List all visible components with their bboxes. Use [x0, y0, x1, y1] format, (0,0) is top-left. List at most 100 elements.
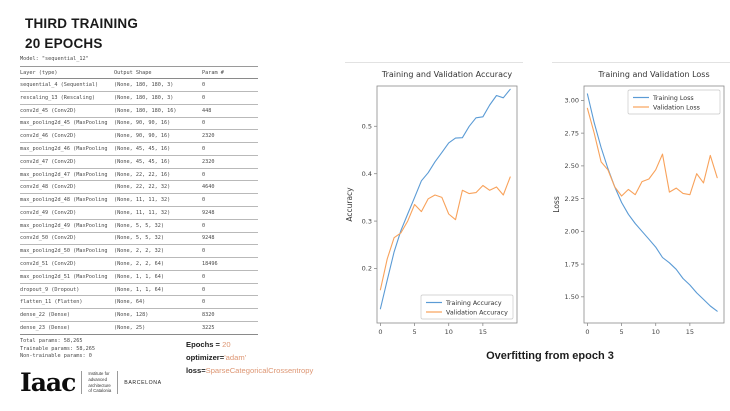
x-tick-label: 15 [686, 328, 694, 336]
table-cell: (None, 1, 1, 64) [114, 273, 164, 280]
table-cell: 9248 [202, 235, 215, 242]
table-cell: (None, 22, 22, 16) [114, 171, 171, 178]
epochs-line: Epochs = 20 [186, 338, 313, 351]
table-row: dropout_9 (Dropout) (None, 1, 1, 64) 0 [20, 284, 258, 297]
institute-line: Institute for [88, 371, 110, 377]
legend-label: Training Loss [652, 95, 694, 102]
table-row: conv2d_47 (Conv2D) (None, 45, 45, 16) 2320 [20, 156, 258, 169]
table-cell: (None, 180, 180, 3) [114, 94, 174, 101]
table-cell: (None, 180, 180, 3) [114, 82, 174, 89]
loss-chart: Training and Validation Loss Loss 0 5 10 15 1.… [552, 62, 730, 341]
x-tick-label: 10 [652, 328, 660, 336]
table-cell: 0 [202, 299, 206, 306]
table-cell: max_pooling2d_50 (MaxPooling [20, 248, 108, 255]
table-row: max_pooling2d_45 (MaxPooling (None, 90, 9… [20, 118, 258, 131]
logo-institute-text: Institute for advanced architecture of C… [88, 371, 111, 393]
x-tick-label: 5 [619, 328, 623, 336]
chart-canvas: Training and Validation Accuracy Accuracy… [345, 70, 518, 336]
series-line [379, 88, 511, 310]
table-cell: (None, 45, 45, 16) [114, 158, 171, 165]
logo-divider [81, 371, 83, 394]
legend-label: Validation Loss [653, 104, 700, 111]
x-tick-label: 0 [378, 328, 382, 336]
model-summary-header: Layer (type) Output Shape Param # [20, 66, 258, 80]
table-cell: max_pooling2d_46 (MaxPooling [20, 145, 108, 152]
loss-label: loss= [186, 366, 206, 376]
optimizer-value: 'adam' [224, 353, 247, 363]
table-cell: (None, 5, 5, 32) [114, 235, 164, 242]
institute-line: advanced [88, 376, 107, 382]
table-cell: max_pooling2d_48 (MaxPooling [20, 197, 108, 204]
table-cell: 2320 [202, 133, 215, 140]
table-row: max_pooling2d_49 (MaxPooling (None, 5, 5,… [20, 220, 258, 233]
y-tick-label: 0.5 [362, 122, 372, 130]
table-cell: max_pooling2d_47 (MaxPooling [20, 171, 108, 178]
table-cell: (None, 64) [114, 299, 146, 306]
table-cell: 4640 [202, 184, 215, 191]
y-tick-label: 2.00 [565, 228, 579, 236]
x-tick-label: 15 [479, 328, 487, 336]
legend-box [627, 89, 721, 115]
table-cell: dropout_9 (Dropout) [20, 286, 80, 293]
table-row: flatten_11 (Flatten) (None, 64) 0 [20, 296, 258, 310]
y-tick-label: 2.75 [565, 129, 579, 137]
table-row: conv2d_46 (Conv2D) (None, 90, 90, 16) 2320 [20, 130, 258, 144]
chart-title: Training and Validation Loss [597, 70, 709, 79]
table-cell: sequential_4 (Sequential) [20, 82, 99, 89]
table-row: max_pooling2d_50 (MaxPooling (None, 2, 2,… [20, 245, 258, 259]
title-line-2: 20 EPOCHS [25, 35, 103, 51]
table-cell: conv2d_50 (Conv2D) [20, 235, 77, 242]
table-row: rescaling_13 (Rescaling) (None, 180, 180,… [20, 92, 258, 105]
loss-value: SparseCategoricalCrossentropy [205, 366, 314, 376]
legend-label: Training Accuracy [445, 300, 502, 307]
y-tick-label: 1.50 [565, 293, 579, 301]
table-cell: 0 [202, 273, 206, 280]
table-row: dense_22 (Dense) (None, 128) 8320 [20, 309, 258, 323]
model-summary-rows: sequential_4 (Sequential) (None, 180, 180… [20, 79, 258, 335]
table-cell: (None, 128) [114, 312, 149, 319]
iaac-logo: Iaac Institute for advanced architecture… [20, 370, 162, 395]
table-cell: rescaling_13 (Rescaling) [20, 94, 95, 101]
table-cell: 0 [202, 222, 206, 229]
table-cell: 8320 [202, 312, 215, 319]
table-row: conv2d_49 (Conv2D) (None, 11, 11, 32) 9248 [20, 207, 258, 220]
optimizer-label: optimizer= [186, 353, 225, 363]
table-cell: conv2d_51 (Conv2D) [20, 261, 77, 268]
accuracy-chart: Training and Validation Accuracy Accuracy… [345, 62, 523, 341]
totals-line: Total params: 58,265 [20, 337, 83, 344]
table-cell: conv2d_45 (Conv2D) [20, 107, 77, 114]
table-row: max_pooling2d_51 (MaxPooling (None, 1, 1,… [20, 271, 258, 284]
epochs-value: 20 [222, 340, 231, 349]
table-row: conv2d_48 (Conv2D) (None, 22, 22, 32) 4640 [20, 181, 258, 195]
table-row: conv2d_50 (Conv2D) (None, 5, 5, 32) 9248 [20, 233, 258, 246]
y-tick-label: 3.00 [565, 97, 579, 105]
x-tick-label: 5 [412, 328, 416, 336]
table-row: max_pooling2d_46 (MaxPooling (None, 45, 4… [20, 143, 258, 156]
y-tick-label: 2.25 [565, 195, 579, 203]
y-tick-label: 2.50 [565, 162, 579, 170]
table-cell: max_pooling2d_49 (MaxPooling [20, 222, 108, 229]
table-cell: 0 [202, 171, 206, 178]
legend-label: Validation Accuracy [446, 309, 508, 316]
table-cell: 2320 [202, 158, 215, 165]
column-header-output-shape: Output Shape [114, 69, 152, 76]
overfitting-caption: Overfitting from epoch 3 [486, 350, 614, 362]
hyperparams: Epochs = 20 optimizer='adam' loss=Sparse… [186, 338, 313, 377]
table-row: conv2d_45 (Conv2D) (None, 180, 180, 16) 44… [20, 105, 258, 118]
table-cell: 0 [202, 120, 206, 127]
table-cell: max_pooling2d_45 (MaxPooling [20, 120, 108, 127]
totals-line: Trainable params: 58,265 [20, 345, 95, 352]
table-row: dense_23 (Dense) (None, 25) 3225 [20, 322, 258, 335]
table-cell: (None, 90, 90, 16) [114, 133, 171, 140]
table-cell: 0 [202, 145, 206, 152]
totals-line: Non-trainable params: 0 [20, 353, 92, 360]
table-cell: dense_22 (Dense) [20, 312, 70, 319]
x-tick-label: 0 [585, 328, 589, 336]
column-header-layer: Layer (type) [20, 69, 58, 76]
table-cell: (None, 1, 1, 64) [114, 286, 164, 293]
table-cell: conv2d_49 (Conv2D) [20, 209, 77, 216]
table-cell: (None, 5, 5, 32) [114, 222, 164, 229]
table-cell: 0 [202, 82, 206, 89]
table-cell: max_pooling2d_51 (MaxPooling [20, 273, 108, 280]
